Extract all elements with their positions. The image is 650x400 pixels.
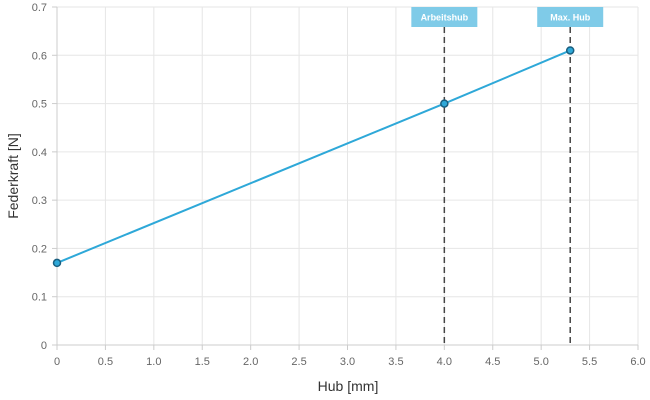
x-tick-label: 5.5	[582, 356, 597, 368]
axes	[52, 6, 639, 350]
x-tick-labels: 0 0.5 1.0 1.5 2.0 2.5 3.0 3.5 4.0 4.5 5.0 5.5 6.0	[54, 356, 646, 368]
y-tick-label: 0	[41, 340, 47, 352]
x-tick-label: 1.0	[146, 356, 161, 368]
y-tick-label: 0.3	[32, 195, 47, 207]
x-tick-label: 2.0	[243, 356, 258, 368]
y-tick-label: 0.4	[32, 147, 47, 159]
x-tick-label: 6.0	[630, 356, 645, 368]
data-series	[52, 46, 575, 268]
x-tick-label: 0	[54, 356, 60, 368]
data-point	[440, 99, 449, 108]
reference-markers: Arbeitshub Max. Hub	[411, 7, 604, 345]
marker-label: Max. Hub	[550, 13, 591, 23]
y-tick-label: 0.1	[32, 292, 47, 304]
y-tick-label: 0.5	[32, 99, 47, 111]
x-tick-label: 2.5	[291, 356, 306, 368]
x-tick-label: 3.0	[340, 356, 355, 368]
data-point	[565, 46, 575, 55]
marker-label-box	[537, 7, 604, 27]
data-point	[52, 258, 62, 268]
x-tick-label: 4.0	[437, 356, 452, 368]
x-tick-label: 1.5	[195, 356, 210, 368]
marker-label-box	[411, 7, 478, 27]
y-tick-label: 0.2	[32, 243, 47, 255]
x-tick-label: 0.5	[98, 356, 113, 368]
y-axis-title: Federkraft [N]	[5, 133, 21, 219]
x-tick-label: 3.5	[388, 356, 403, 368]
y-tick-labels: 0 0.1 0.2 0.3 0.4 0.5 0.6 0.7	[32, 2, 47, 352]
y-tick-label: 0.7	[32, 2, 47, 14]
x-tick-label: 4.5	[485, 356, 500, 368]
x-axis-title: Hub [mm]	[318, 378, 379, 394]
x-tick-label: 5.0	[534, 356, 549, 368]
marker-label: Arbeitshub	[421, 13, 469, 23]
y-tick-label: 0.6	[32, 50, 47, 62]
